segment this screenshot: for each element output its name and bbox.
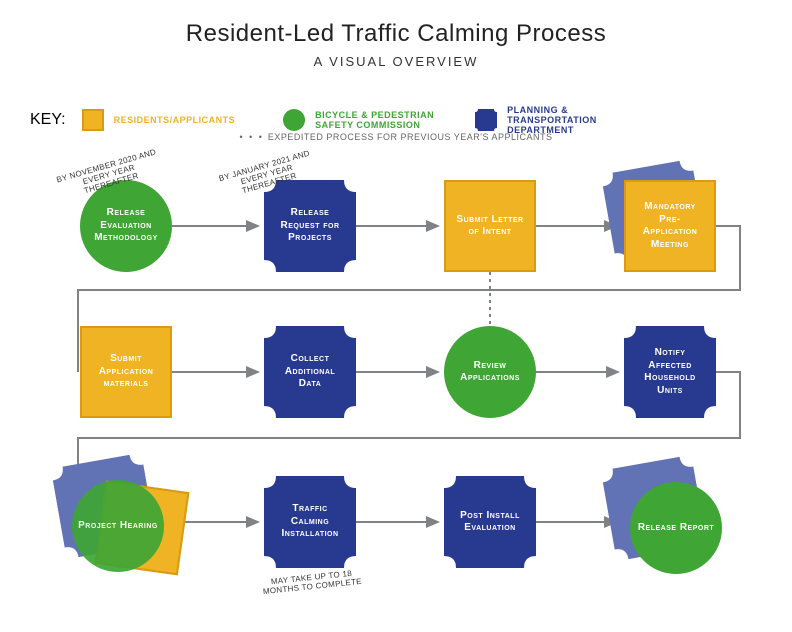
node-label: Release Evaluation Methodology xyxy=(86,207,166,245)
expedited-legend: • • • EXPEDITED PROCESS FOR PREVIOUS YEAR… xyxy=(0,132,792,142)
node-label: Notify Affected Household Units xyxy=(624,326,716,418)
residents-legend-text: RESIDENTS/APPLICANTS xyxy=(114,115,236,125)
node-label: Submit Letter of Intent xyxy=(454,214,526,239)
legend: KEY: RESIDENTS/APPLICANTS BICYCLE & PEDE… xyxy=(30,105,762,135)
node-label: Release Report xyxy=(638,522,714,535)
node-post-install-eval: Post Install Evaluation xyxy=(444,476,536,568)
node-label: Collect Additional Data xyxy=(264,326,356,418)
node-release-report: Release Report xyxy=(630,482,722,574)
bpsc-swatch xyxy=(283,109,305,131)
node-traffic-calming-install: Traffic Calming Installation xyxy=(264,476,356,568)
node-submit-application: Submit Application materials xyxy=(80,326,172,418)
node-review-applications: Review Applications xyxy=(444,326,536,418)
node-label: Mandatory Pre-Application Meeting xyxy=(634,201,706,251)
node-label: Traffic Calming Installation xyxy=(264,476,356,568)
residents-swatch xyxy=(82,109,104,131)
node-pre-app-meeting: Mandatory Pre-Application Meeting xyxy=(624,180,716,272)
node-label: Release Request for Projects xyxy=(264,180,356,272)
annotation-18-months: MAY TAKE UP TO 18 MONTHS TO COMPLETE xyxy=(261,569,362,597)
bpsc-legend-text: BICYCLE & PEDESTRIAN SAFETY COMMISSION xyxy=(315,110,435,130)
legend-label: KEY: xyxy=(30,111,66,129)
node-project-hearing: Project Hearing xyxy=(72,480,164,572)
node-label: Post Install Evaluation xyxy=(444,476,536,568)
node-submit-letter-intent: Submit Letter of Intent xyxy=(444,180,536,272)
expedited-dots: • • • xyxy=(239,132,263,142)
node-label: Submit Application materials xyxy=(90,353,162,391)
node-release-request-projects: Release Request for Projects xyxy=(264,180,356,272)
node-label: Project Hearing xyxy=(78,520,158,533)
node-collect-data: Collect Additional Data xyxy=(264,326,356,418)
node-label: Review Applications xyxy=(450,360,530,385)
expedited-text: EXPEDITED PROCESS FOR PREVIOUS YEAR'S AP… xyxy=(268,132,553,142)
page-title: Resident-Led Traffic Calming Process xyxy=(0,20,792,48)
node-notify-households: Notify Affected Household Units xyxy=(624,326,716,418)
dept-legend-text: PLANNING & TRANSPORTATION DEPARTMENT xyxy=(507,105,647,135)
node-release-eval-methodology: Release Evaluation Methodology xyxy=(80,180,172,272)
dept-swatch xyxy=(475,109,497,131)
page-subtitle: A VISUAL OVERVIEW xyxy=(0,54,792,69)
